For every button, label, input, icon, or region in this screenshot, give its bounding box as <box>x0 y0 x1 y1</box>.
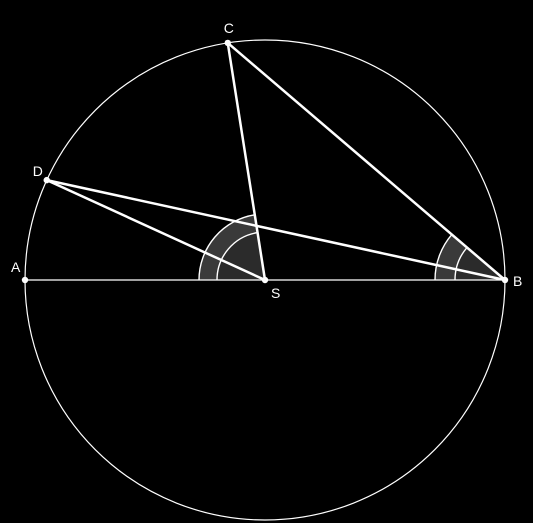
geometry-svg: S A B C D <box>0 0 533 523</box>
point-B <box>502 277 508 283</box>
point-label-B: B <box>513 273 522 289</box>
point-D <box>44 177 50 183</box>
point-label-C: C <box>224 20 234 36</box>
point-label-D: D <box>33 163 43 179</box>
point-A <box>22 277 28 283</box>
point-C <box>225 40 231 46</box>
point-label-S: S <box>271 285 280 301</box>
point-S <box>262 277 268 283</box>
point-label-A: A <box>11 259 21 275</box>
